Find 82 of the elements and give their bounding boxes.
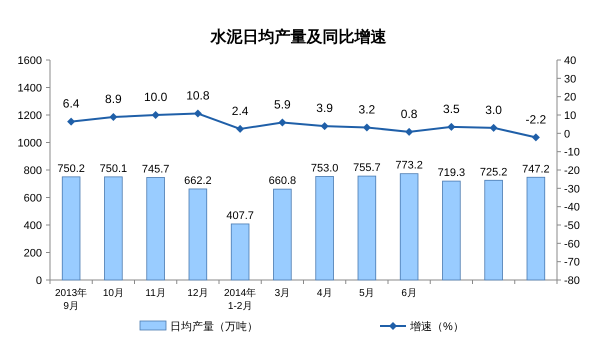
- legend-label: 增速（%）: [409, 320, 464, 333]
- data-label: 3.0: [485, 102, 502, 117]
- data-label: 3.2: [358, 102, 376, 116]
- point: [278, 118, 286, 127]
- y-tick-label: 1000: [18, 138, 42, 150]
- data-label: 8.9: [105, 92, 122, 106]
- point: [362, 123, 371, 132]
- data-label: 5.9: [274, 98, 292, 112]
- y-tick-label: 200: [24, 248, 42, 260]
- bar: [442, 180, 461, 280]
- y-tick-label: 600: [24, 192, 42, 204]
- data-label: 0.8: [400, 106, 418, 121]
- y2-tick-label: -80: [564, 275, 580, 287]
- data-label: 3.5: [443, 102, 460, 116]
- point: [152, 111, 160, 119]
- y2-tick-label: -10: [564, 146, 580, 159]
- chart-title: 水泥日均产量及同比增速: [210, 28, 388, 46]
- data-label: 3.9: [316, 101, 334, 116]
- point: [320, 122, 329, 130]
- data-label: 753.0: [310, 162, 338, 174]
- data-label: 407.7: [226, 210, 254, 222]
- y-tick-label: 1200: [18, 110, 42, 122]
- x-tick-label: 3月: [274, 288, 290, 299]
- x-tick-label: 6月: [401, 288, 417, 299]
- bar: [188, 188, 208, 280]
- point: [490, 124, 498, 132]
- x-tick-label: 5月: [359, 288, 375, 299]
- point: [405, 128, 414, 136]
- data-label: 750.2: [57, 162, 85, 175]
- y2-tick-label: -40: [564, 202, 580, 214]
- y2-tick-label: 40: [564, 55, 576, 67]
- y2-tick-label: -50: [564, 220, 580, 232]
- data-label: 773.2: [395, 160, 423, 172]
- y-tick-label: 800: [24, 165, 42, 177]
- x-tick-label: 10月: [102, 288, 124, 299]
- data-label: 755.7: [353, 162, 381, 174]
- point: [194, 110, 202, 118]
- x-tick-label: 2013年 9月: [55, 287, 88, 312]
- y-tick-label: 400: [24, 220, 42, 232]
- point: [532, 133, 540, 142]
- bar: [146, 177, 165, 280]
- bar: [400, 173, 418, 280]
- data-label: 660.8: [268, 175, 296, 188]
- data-label: -2.2: [526, 112, 547, 126]
- x-tick-label: 11月: [145, 288, 166, 299]
- y-tick-label: 1400: [18, 82, 42, 94]
- y-tick-label: 0: [36, 275, 42, 287]
- point: [236, 124, 244, 133]
- y2-tick-label: 20: [564, 92, 576, 104]
- bar: [526, 176, 546, 280]
- bar: [62, 176, 80, 280]
- data-label: 747.2: [522, 163, 550, 176]
- data-label: 10.0: [144, 90, 168, 104]
- y2-tick-label: 10: [564, 110, 576, 122]
- data-label: 750.1: [100, 162, 128, 175]
- y2-tick-label: 0: [564, 128, 570, 140]
- point: [67, 118, 76, 126]
- data-label: 2.4: [232, 104, 249, 118]
- legend-label: 日均产量（万吨）: [170, 320, 258, 333]
- point: [447, 122, 456, 131]
- data-label: 662.2: [184, 174, 212, 187]
- x-tick-label: 2014年 1-2月: [224, 287, 256, 312]
- data-label: 719.3: [438, 167, 466, 180]
- data-label: 6.4: [62, 96, 80, 111]
- x-tick-label: 4月: [316, 288, 332, 299]
- bar: [230, 224, 250, 280]
- data-label: 745.7: [142, 163, 170, 176]
- data-label: 10.8: [186, 88, 210, 103]
- y2-tick-label: -60: [564, 238, 580, 250]
- bar: [484, 180, 503, 280]
- y2-tick-label: -30: [564, 183, 580, 196]
- bar: [358, 176, 376, 280]
- x-tick-label: 12月: [187, 288, 208, 299]
- data-label: 725.2: [480, 166, 508, 178]
- y2-tick-label: -70: [564, 256, 580, 269]
- point: [109, 113, 118, 122]
- y-tick-label: 1600: [18, 55, 42, 67]
- bar: [315, 176, 334, 280]
- y2-tick-label: 30: [564, 73, 576, 86]
- bar: [273, 188, 292, 280]
- bar: [104, 176, 123, 280]
- y2-tick-label: -20: [564, 165, 580, 177]
